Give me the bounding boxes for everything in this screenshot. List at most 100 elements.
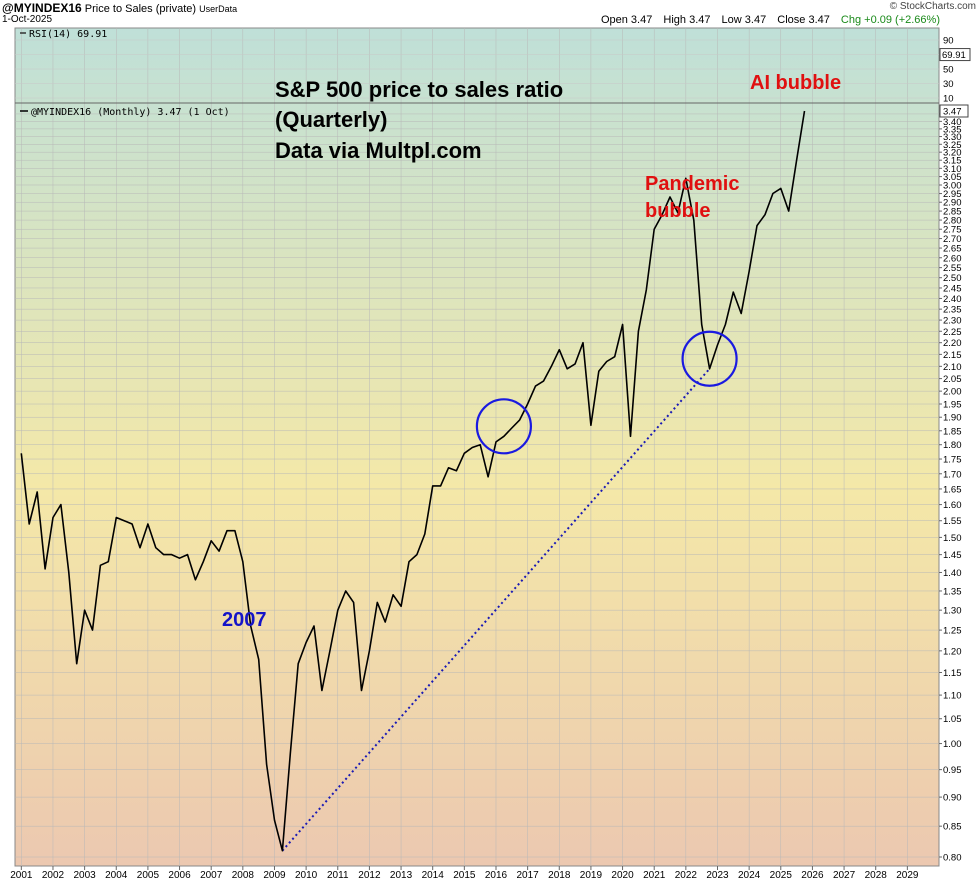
y-tick-label: 1.55 xyxy=(943,516,962,527)
header-symbol-line: @MYINDEX16 Price to Sales (private) User… xyxy=(2,1,237,15)
y-tick-label: 2.65 xyxy=(943,244,962,255)
header-source-tag: UserData xyxy=(199,4,238,14)
y-tick-label: 2.75 xyxy=(943,225,962,236)
x-tick-label: 2003 xyxy=(73,870,96,881)
y-tick-label: 1.65 xyxy=(943,484,962,495)
annotation-pandemic-line-2: bubble xyxy=(645,200,711,222)
x-tick-label: 2011 xyxy=(327,870,349,881)
rsi-tick-label: 30 xyxy=(943,79,954,90)
y-tick-label: 1.80 xyxy=(943,440,962,451)
x-tick-label: 2021 xyxy=(643,870,666,881)
y-tick-label: 2.30 xyxy=(943,316,962,327)
rsi-tick-label: 50 xyxy=(943,65,954,76)
y-tick-label: 2.20 xyxy=(943,338,962,349)
last-value-label: 3.47 xyxy=(943,107,962,118)
y-tick-label: 1.25 xyxy=(943,626,962,637)
x-tick-label: 2001 xyxy=(10,870,33,881)
highlight-circle-2020 xyxy=(475,398,532,455)
x-tick-label: 2013 xyxy=(390,870,413,881)
y-tick-label: 1.05 xyxy=(943,714,962,725)
x-tick-label: 2007 xyxy=(200,870,223,881)
header-change: Chg +0.09 (+2.66%) xyxy=(840,14,940,26)
header-open: Open 3.47 xyxy=(600,14,653,26)
y-tick-label: 1.40 xyxy=(943,568,962,579)
header-ohlc: Open 3.47 High 3.47 Low 3.47 Close 3.47 … xyxy=(593,14,940,26)
x-tick-label: 2010 xyxy=(295,870,318,881)
rsi-tick-label: 90 xyxy=(943,36,954,47)
y-tick-label: 3.25 xyxy=(943,140,962,151)
x-tick-label: 2028 xyxy=(865,870,888,881)
y-tick-label: 2.70 xyxy=(943,234,962,245)
y-tick-label: 3.40 xyxy=(943,117,962,128)
y-tick-label: 1.75 xyxy=(943,455,962,466)
y-tick-label: 3.30 xyxy=(943,132,962,143)
x-tick-label: 2005 xyxy=(137,870,160,881)
annotation-ai-bubble: AI bubble xyxy=(750,72,841,94)
rsi-value-box xyxy=(939,48,971,62)
rsi-value-label: 69.91 xyxy=(942,50,966,61)
y-tick-label: 1.85 xyxy=(943,426,962,437)
y-tick-label: 2.00 xyxy=(943,387,962,398)
y-tick-label: 3.10 xyxy=(943,164,962,175)
header-low: Low 3.47 xyxy=(721,14,767,26)
y-tick-label: 3.35 xyxy=(943,124,962,135)
y-tick-label: 2.55 xyxy=(943,263,962,274)
y-tick-label: 1.90 xyxy=(943,413,962,424)
x-tick-label: 2020 xyxy=(611,870,634,881)
annotation-title-line-2: (Quarterly) xyxy=(275,107,387,132)
x-tick-label: 2016 xyxy=(485,870,508,881)
y-tick-label: 2.05 xyxy=(943,374,962,385)
rsi-label: RSI(14) 69.91 xyxy=(29,29,107,40)
y-tick-label: 2.10 xyxy=(943,362,962,373)
y-tick-label: 1.45 xyxy=(943,550,962,561)
y-tick-label: 3.15 xyxy=(943,156,962,167)
grid-layer xyxy=(15,28,939,866)
annotation-2007: 2007 xyxy=(222,609,267,631)
y-tick-label: 2.40 xyxy=(943,294,962,305)
y-tick-label: 3.05 xyxy=(943,172,962,183)
x-tick-label: 2004 xyxy=(105,870,128,881)
legend-label: @MYINDEX16 (Monthly) 3.47 (1 Oct) xyxy=(31,107,230,118)
highlight-circle-2022 xyxy=(681,330,738,387)
y-tick-label: 2.80 xyxy=(943,216,962,227)
y-tick-label: 2.25 xyxy=(943,327,962,338)
stockcharts-watermark: © StockCharts.com xyxy=(889,1,976,12)
x-tick-label: 2027 xyxy=(833,870,856,881)
y-tick-label: 1.10 xyxy=(943,691,962,702)
plot-background xyxy=(14,27,940,867)
x-tick-label: 2024 xyxy=(738,870,761,881)
annotation-pandemic-line-1: Pandemic xyxy=(645,173,739,195)
series-line xyxy=(20,110,806,852)
y-tick-label: 0.85 xyxy=(943,822,962,833)
series-layer xyxy=(20,110,806,852)
y-tick-label: 3.00 xyxy=(943,180,962,191)
x-tick-label: 2014 xyxy=(422,870,445,881)
y-tick-label: 1.00 xyxy=(943,739,962,750)
y-tick-label: 1.95 xyxy=(943,400,962,411)
y-tick-label: 3.20 xyxy=(943,148,962,159)
x-tick-label: 2006 xyxy=(168,870,191,881)
trendline xyxy=(281,368,711,852)
x-tick-label: 2017 xyxy=(517,870,540,881)
trendline-layer xyxy=(281,368,711,852)
y-tick-label: 1.35 xyxy=(943,586,962,597)
y-tick-label: 2.15 xyxy=(943,350,962,361)
annotation-title-line-1: S&P 500 price to sales ratio xyxy=(275,77,563,102)
x-tick-label: 2015 xyxy=(453,870,476,881)
axis-layer: 0.80 0.85 0.90 0.95 1.00 1.05 1.10 1.15 1.20 1.25… xyxy=(10,104,969,881)
x-tick-label: 2023 xyxy=(706,870,729,881)
x-tick-label: 2012 xyxy=(358,870,381,881)
y-tick-label: 1.60 xyxy=(943,500,962,511)
annotation-title-line-3: Data via Multpl.com xyxy=(275,138,482,163)
rsi-tick-label: 10 xyxy=(943,94,954,105)
x-tick-label: 2029 xyxy=(896,870,919,881)
x-tick-label: 2025 xyxy=(770,870,793,881)
y-tick-label: 0.95 xyxy=(943,765,962,776)
header-close: Close 3.47 xyxy=(777,14,830,26)
y-tick-label: 0.80 xyxy=(943,853,962,864)
header-high: High 3.47 xyxy=(663,14,711,26)
x-tick-label: 2009 xyxy=(263,870,286,881)
y-tick-label: 0.90 xyxy=(943,793,962,804)
